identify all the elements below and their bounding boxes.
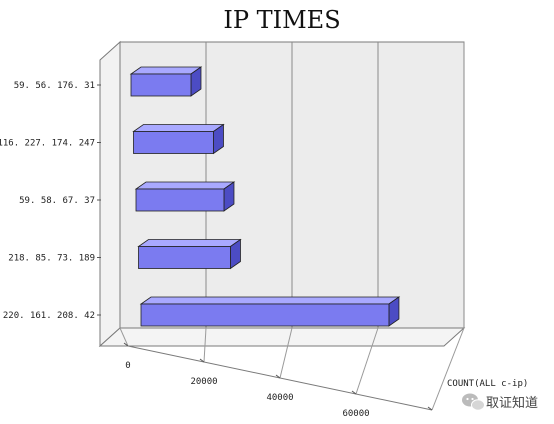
watermark: 取证知道 — [462, 393, 538, 411]
floor-gridline — [355, 327, 379, 395]
floor-grid — [119, 327, 465, 411]
bar-front-face — [135, 188, 225, 212]
category-label: 116. 227. 174. 247 — [0, 139, 95, 149]
floor-gridline — [203, 327, 207, 363]
floor-gridline — [431, 327, 465, 411]
bar — [134, 181, 236, 212]
x-tick-label: 60000 — [342, 409, 369, 419]
category-label: 59. 56. 176. 31 — [14, 81, 95, 91]
bar — [132, 123, 225, 155]
x-tick-label: 20000 — [190, 377, 217, 387]
x-axis-label: COUNT(ALL c-ip) — [447, 379, 528, 389]
x-tick-mark — [275, 374, 281, 379]
category-label: 220. 161. 208. 42 — [3, 311, 95, 321]
x-tick-mark — [123, 342, 129, 347]
category-tick-labels: 59. 56. 176. 31 116. 227. 174. 247 59. 58.… — [0, 81, 101, 321]
x-tick-labels: 020000400006000080000 — [125, 361, 369, 419]
left-wall — [99, 40, 121, 348]
floor-gridline — [119, 327, 129, 347]
bar-top-face — [129, 66, 203, 75]
bar-top-face — [139, 296, 401, 305]
bar-top-face — [132, 124, 225, 132]
x-tick-mark — [199, 358, 205, 363]
wechat-logo-icon — [462, 393, 485, 411]
floor-gridline — [279, 327, 293, 379]
bar — [139, 296, 401, 327]
chart-title: IP TIMES — [223, 6, 340, 34]
bar-top-face — [137, 239, 242, 247]
x-tick-label: 0 — [125, 361, 130, 371]
bar-front-face — [130, 73, 192, 97]
bar — [137, 238, 242, 270]
category-label: 218. 85. 73. 189 — [8, 254, 95, 264]
bars — [129, 66, 401, 327]
x-tick-label: 40000 — [266, 393, 293, 403]
x-tick-mark — [351, 390, 357, 395]
bar-front-face — [138, 246, 231, 269]
bar-front-face — [133, 131, 214, 154]
bar-top-face — [134, 181, 236, 190]
x-tick-mark — [427, 406, 433, 411]
watermark-text: 取证知道 — [486, 395, 538, 411]
floor — [98, 327, 466, 347]
category-label: 59. 58. 67. 37 — [19, 196, 95, 206]
bar-front-face — [140, 303, 390, 327]
bar — [129, 66, 203, 97]
